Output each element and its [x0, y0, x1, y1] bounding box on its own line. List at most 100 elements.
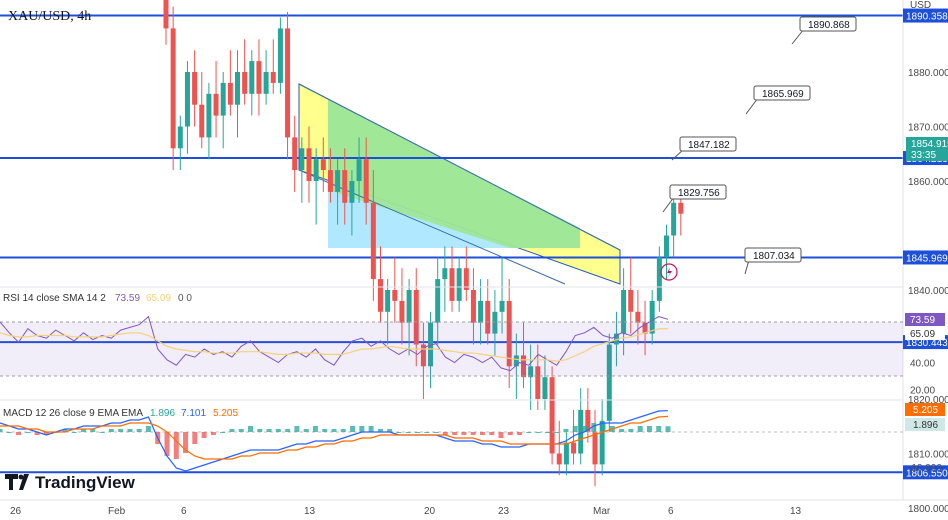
callout-box-2[interactable] [679, 136, 737, 152]
current-price-value: 1854.915 [911, 139, 948, 150]
macd-hist-bar-14 [127, 429, 133, 432]
macd-hist-bar-44 [405, 432, 411, 433]
macd-hist-bar-58 [535, 432, 541, 433]
callout-box-0[interactable] [799, 16, 857, 32]
candle-body-66 [635, 311, 641, 323]
candle-body-7 [213, 93, 219, 116]
price-tick-1: 1880.000 [908, 68, 948, 79]
time-axis[interactable]: 26 Feb 6 13 20 23 Mar 6 13 [0, 499, 948, 517]
callout-label-0: 1890.868 [808, 20, 850, 31]
candle-body-33 [399, 300, 405, 323]
candle-body-52 [535, 366, 541, 399]
callout-box-1[interactable] [753, 85, 811, 101]
candle-body-35 [413, 290, 419, 345]
macd-hist-bar-39 [359, 426, 365, 432]
macd-hist-value: 1.896 [150, 408, 175, 419]
candle-body-23 [327, 170, 333, 192]
candle-body-14 [263, 72, 269, 94]
tv-logo-mark-t [5, 474, 18, 490]
macd-signal-tag-text: 5.205 [913, 405, 938, 416]
macd-hist-bar-20 [183, 432, 189, 453]
macd-pane[interactable]: MACD 12 26 close 9 EMA EMA 1.896 7.101 5… [0, 399, 945, 474]
macd-hist-bar-62 [572, 426, 578, 432]
candle-body-65 [628, 290, 634, 312]
macd-hist-bar-29 [266, 429, 272, 432]
candle-body-54 [549, 377, 555, 454]
candle-body-58 [578, 409, 584, 454]
macd-hist-bar-31 [285, 429, 291, 432]
callout-label-4: 1807.034 [753, 251, 795, 262]
candle-body-43 [470, 290, 476, 323]
candle-body-4 [192, 72, 198, 105]
macd-hist-bar-2 [16, 432, 22, 435]
candle-body-59 [585, 409, 591, 432]
callout-box-3[interactable] [669, 184, 727, 200]
rsi-label: RSI 14 close SMA 14 2 [3, 293, 106, 304]
macd-hist-bar-69 [637, 426, 643, 432]
candle-body-55 [556, 453, 562, 465]
macd-hist-bar-11 [99, 432, 105, 433]
callout-label-2: 1847.182 [688, 140, 730, 151]
candle-body-62 [606, 344, 612, 421]
macd-hist-bar-52 [479, 432, 485, 435]
candle-body-22 [320, 159, 326, 171]
macd-hist-bar-61 [563, 429, 569, 432]
tradingview-logo[interactable]: TradingView [5, 473, 136, 492]
candle-body-3 [184, 72, 190, 127]
rsi-tick-1: 40.00 [910, 359, 935, 370]
candle-body-30 [378, 279, 383, 312]
candle-body-53 [542, 377, 548, 399]
candle-body-64 [621, 290, 627, 334]
candle-body-49 [513, 355, 519, 367]
rsi-band [0, 322, 903, 376]
macd-hist-bar-43 [396, 432, 402, 433]
time-tick-1: Feb [108, 506, 126, 517]
price-callouts[interactable]: 1890.868 1865.969 1847.182 1829.756 1807.034 [662, 16, 857, 275]
candle-body-41 [456, 268, 462, 301]
channel-green-overlay[interactable] [328, 100, 580, 248]
time-tick-7: 6 [668, 506, 674, 517]
candlestick-series [163, 0, 684, 487]
price-line-label-bg-0 [903, 8, 948, 23]
price-axis[interactable]: USD 1900.0001880.0001870.0001860.0001840… [902, 0, 948, 520]
macd-hist-bar-48 [442, 432, 448, 435]
candle-body-10 [235, 72, 240, 105]
candle-body-57 [571, 442, 577, 454]
candle-body-56 [563, 442, 569, 465]
macd-hist-bar-57 [526, 432, 532, 433]
channel-top-line[interactable] [298, 83, 621, 251]
candle-body-19 [299, 148, 305, 171]
rsi-pane[interactable]: RSI 14 close SMA 14 2 73.59 65.09 0 0 60… [0, 263, 945, 397]
candle-body-17 [285, 28, 291, 138]
candle-body-21 [313, 159, 319, 181]
macd-hist-bar-49 [452, 432, 458, 435]
macd-hist-bar-42 [387, 429, 393, 432]
candle-body-72 [678, 202, 684, 214]
time-tick-4: 20 [424, 506, 436, 517]
current-price-countdown: 33:35 [911, 150, 936, 161]
macd-hist-bar-37 [340, 429, 346, 432]
price-ticks: 1900.0001880.0001870.0001860.0001840.000… [908, 68, 948, 515]
macd-hist-bar-34 [312, 426, 318, 432]
price-tick-5: 1820.000 [908, 395, 948, 406]
callout-box-4[interactable] [744, 247, 802, 263]
alert-icon[interactable] [660, 263, 678, 281]
candle-body-61 [599, 420, 605, 465]
candle-body-13 [256, 61, 262, 94]
macd-signal-value: 5.205 [213, 408, 238, 419]
macd-hist-bar-60 [554, 432, 560, 433]
drawing-patterns[interactable] [298, 83, 621, 285]
macd-hist-bar-7 [62, 429, 68, 432]
callout-label-1: 1865.969 [762, 89, 804, 100]
macd-hist-bar-12 [108, 429, 114, 432]
candle-body-11 [242, 72, 248, 94]
candle-body-8 [220, 82, 226, 116]
macd-hist-bar-13 [118, 429, 124, 432]
macd-hist-bar-22 [201, 432, 207, 438]
candle-body-0 [163, 0, 169, 29]
candle-body-20 [306, 148, 312, 181]
macd-hist-bar-63 [582, 426, 587, 432]
rsi-value-tag-text: 73.59 [910, 315, 935, 326]
